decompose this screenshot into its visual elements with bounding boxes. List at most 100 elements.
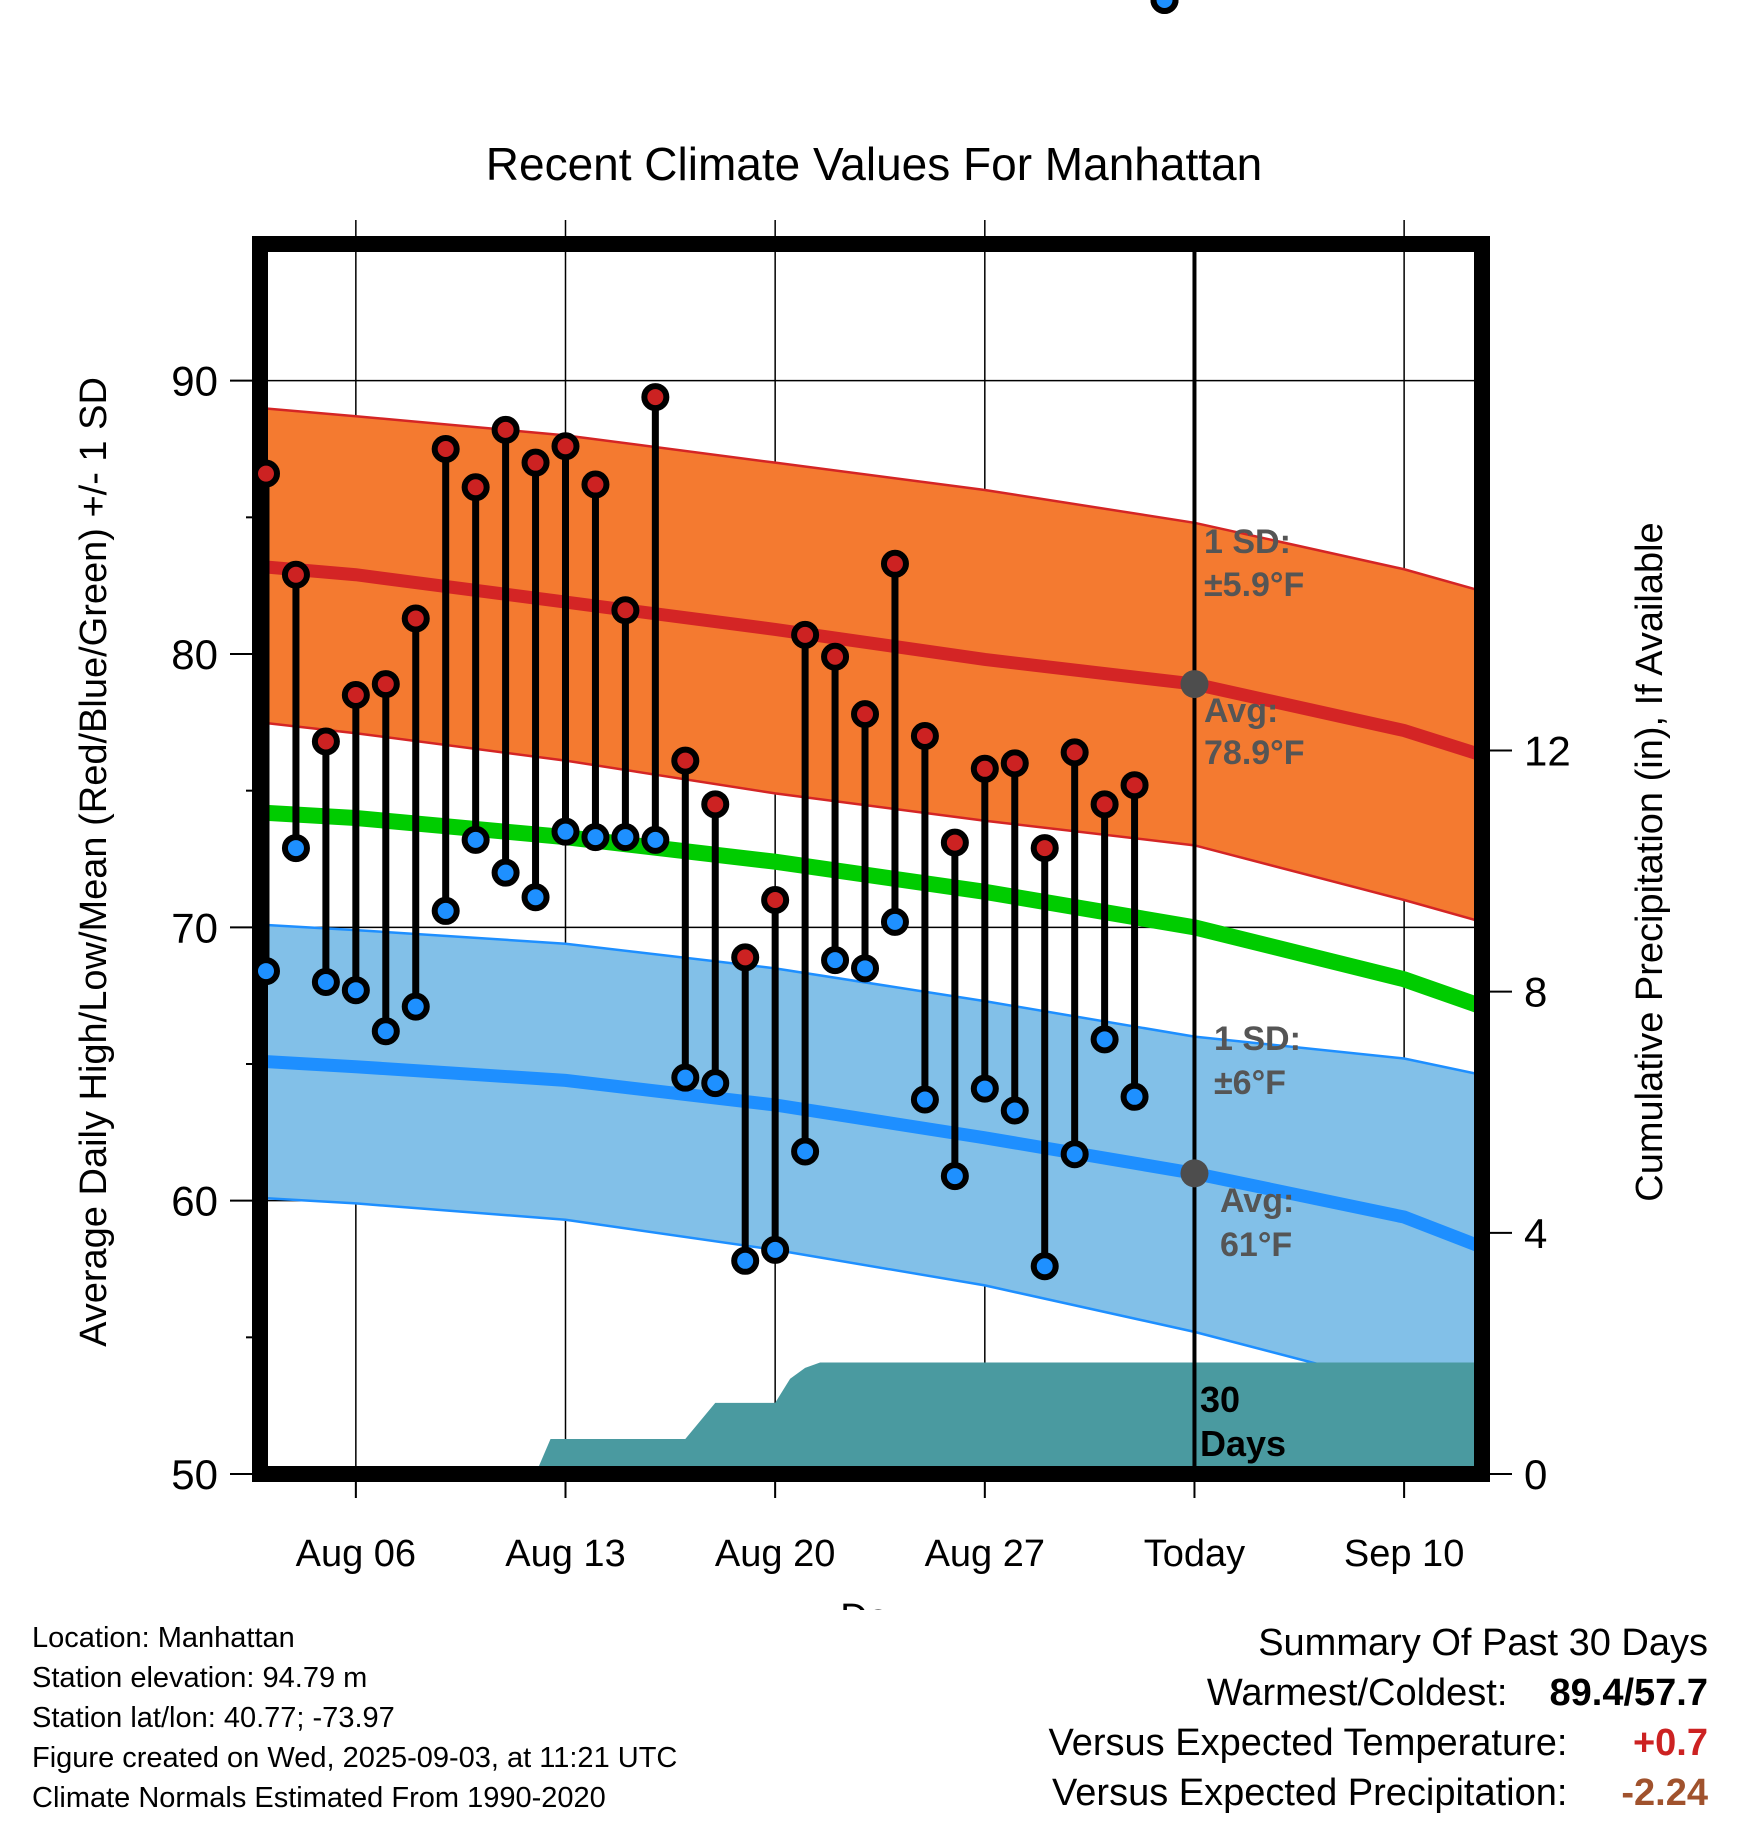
high-point (461, 473, 490, 502)
y-axis-label: Average Daily High/Low/Mean (Red/Blue/Gr… (73, 377, 115, 1347)
temp-anomaly-label: Versus Expected Temperature: (1048, 1722, 1568, 1764)
high-point (701, 790, 730, 819)
low-point (371, 1017, 400, 1046)
station-info: Location: Manhattan Station elevation: 9… (32, 1618, 677, 1818)
high-point (581, 470, 610, 499)
elevation-text: Station elevation: 94.79 m (32, 1662, 368, 1694)
high-point (1090, 790, 1119, 819)
high-point (611, 596, 640, 625)
chart-title: Recent Climate Values For Manhattan (486, 138, 1262, 190)
low-point (851, 954, 880, 983)
low-point (641, 825, 670, 854)
low-point (940, 1162, 969, 1191)
latlon-text: Station lat/lon: 40.77; -73.97 (32, 1702, 395, 1734)
today-low-avg-marker (1180, 1159, 1209, 1188)
low-point (311, 968, 340, 996)
low-point (701, 1069, 730, 1098)
low-point (611, 823, 640, 852)
low-sd-value: ±6°F (1214, 1064, 1286, 1102)
low-upper-edge (260, 923, 1482, 1077)
high-point (431, 435, 460, 463)
low-point (731, 1246, 760, 1275)
high-point (880, 549, 909, 578)
location-text: Location: Manhattan (32, 1622, 295, 1654)
precip-period-number: 30 (1200, 1379, 1240, 1420)
y-tick-label: 60 (171, 1178, 218, 1225)
annotations: 1 SD: ±5.9°F Avg: 78.9°F 1 SD: ±6°F Avg:… (1200, 523, 1305, 1464)
x-tick-label: Sep 10 (1344, 1533, 1464, 1575)
plot-frame (252, 236, 1490, 1482)
precip-area (535, 1362, 1482, 1474)
precip-anomaly-value: -2.24 (1621, 1772, 1708, 1814)
x-tick-label: Aug 27 (925, 1533, 1045, 1575)
mean-line (260, 804, 1482, 1015)
high-point (551, 432, 580, 461)
y-tick-label: 50 (171, 1451, 218, 1498)
low-point (1090, 1025, 1119, 1054)
precip-period-unit: Days (1200, 1423, 1286, 1464)
low-point (251, 957, 280, 986)
high-point (791, 620, 820, 649)
y2-tick-label: 4 (1524, 1210, 1547, 1257)
low-point (880, 907, 909, 936)
low-point (431, 896, 460, 925)
high-sd-label: 1 SD: (1204, 523, 1291, 561)
high-point (761, 886, 790, 914)
high-point (910, 722, 939, 750)
temp-anomaly-value: +0.7 (1632, 1722, 1708, 1764)
low-point (461, 825, 490, 854)
high-point (851, 700, 880, 729)
high-point (731, 943, 760, 972)
y2-tick-label: 0 (1524, 1451, 1547, 1498)
summary-panel: Summary Of Past 30 Days Warmest/Coldest:… (1049, 1618, 1708, 1818)
high-point (371, 670, 400, 699)
high-point (1060, 738, 1089, 767)
low-point (791, 1137, 820, 1166)
x-tick-label: Aug 06 (296, 1533, 416, 1575)
y-tick-label: 80 (171, 631, 218, 678)
y2-axis-label: Cumulative Precipitation (in), If Availa… (1629, 522, 1671, 1201)
low-point (910, 1085, 939, 1114)
low-point (761, 1235, 790, 1264)
high-point (311, 727, 340, 756)
warmest-coldest-row: Warmest/Coldest: 89.4/57.7 (1049, 1668, 1708, 1718)
y-tick-label: 90 (171, 358, 218, 405)
y2-tick-label: 8 (1524, 969, 1547, 1016)
climate-chart: Recent Climate Values For Manhattan 50 60… (73, 0, 1671, 1610)
low-point (551, 817, 580, 846)
high-point (521, 448, 550, 477)
normals-text: Climate Normals Estimated From 1990-2020 (32, 1782, 606, 1814)
high-mean-line (260, 560, 1482, 762)
today-high-avg-marker (1180, 670, 1209, 699)
high-sd-value: ±5.9°F (1204, 566, 1304, 604)
y2-tick-label: 12 (1524, 727, 1571, 774)
low-avg-value: 61°F (1220, 1226, 1292, 1264)
high-avg-value: 78.9°F (1204, 734, 1305, 772)
low-point (1060, 1140, 1089, 1169)
low-sd-label: 1 SD: (1214, 1020, 1301, 1058)
y-tick-label: 70 (171, 904, 218, 951)
low-point (581, 823, 610, 852)
high-lower-edge (260, 721, 1482, 924)
high-point (341, 681, 370, 709)
high-point (1030, 834, 1059, 863)
high-point (401, 604, 430, 633)
high-point (251, 459, 280, 488)
axes: 50 60 70 80 90 0 4 8 12 Aug 06 Aug 13 Aug 20 Aug 27 T… (171, 236, 1571, 1575)
low-point (521, 883, 550, 912)
low-point (671, 1063, 700, 1092)
low-point (401, 992, 430, 1021)
low-mean-line (260, 1054, 1482, 1254)
high-upper-edge (260, 406, 1482, 593)
low-point (491, 858, 520, 887)
x-tick-label: Aug 20 (715, 1533, 835, 1575)
low-sd-band (260, 924, 1482, 1406)
summary-title: Summary Of Past 30 Days (1258, 1622, 1708, 1664)
high-avg-label: Avg: (1204, 692, 1278, 730)
precip-anomaly-row: Versus Expected Precipitation: -2.24 (1049, 1768, 1708, 1818)
low-point (1030, 1252, 1059, 1281)
low-point (1120, 1082, 1149, 1111)
low-avg-label: Avg: (1220, 1182, 1294, 1220)
low-point (341, 976, 370, 1005)
high-point (491, 415, 520, 444)
